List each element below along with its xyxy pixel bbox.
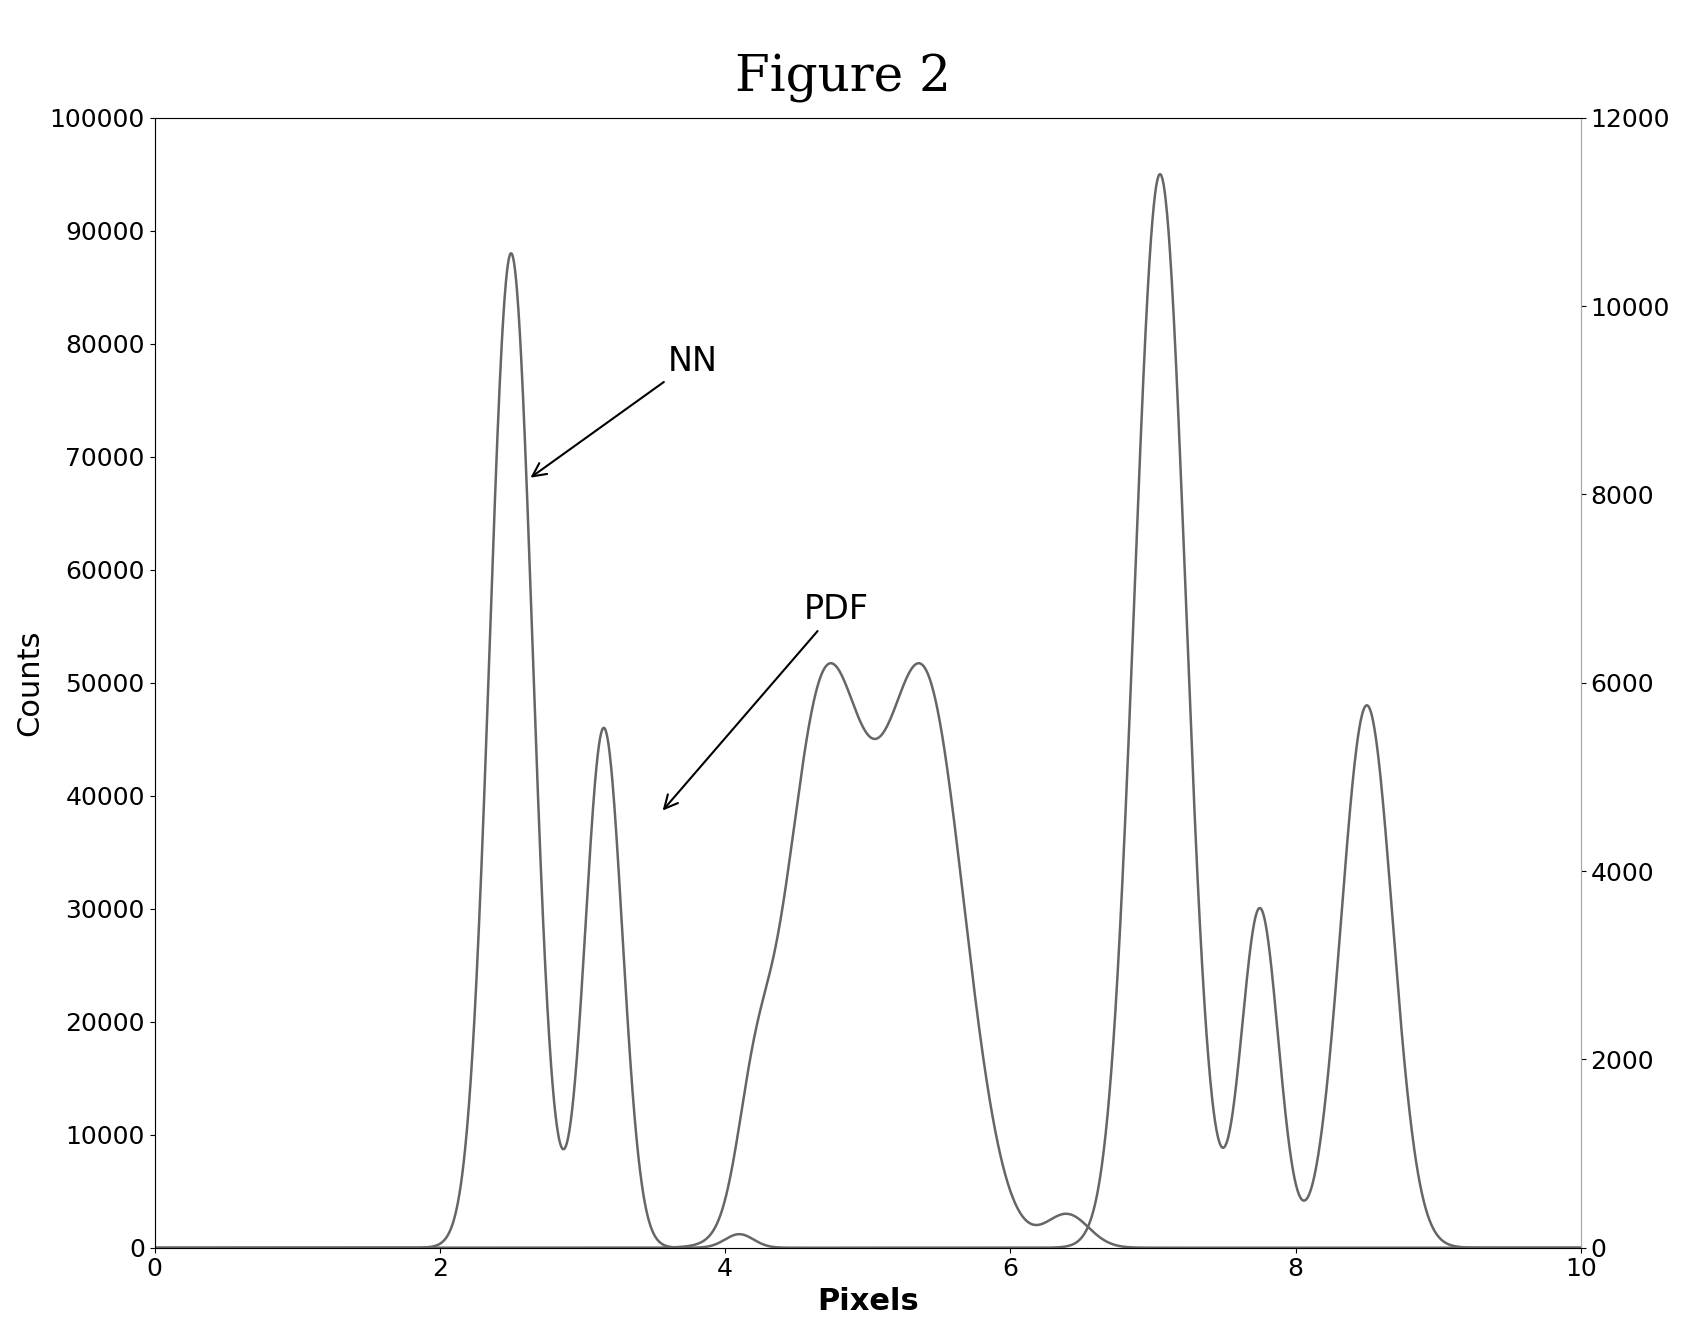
Text: PDF: PDF [664, 594, 868, 809]
Text: NN: NN [532, 345, 718, 476]
Y-axis label: Counts: Counts [15, 630, 44, 736]
X-axis label: Pixels: Pixels [817, 1287, 918, 1316]
Text: Figure 2: Figure 2 [735, 53, 950, 102]
